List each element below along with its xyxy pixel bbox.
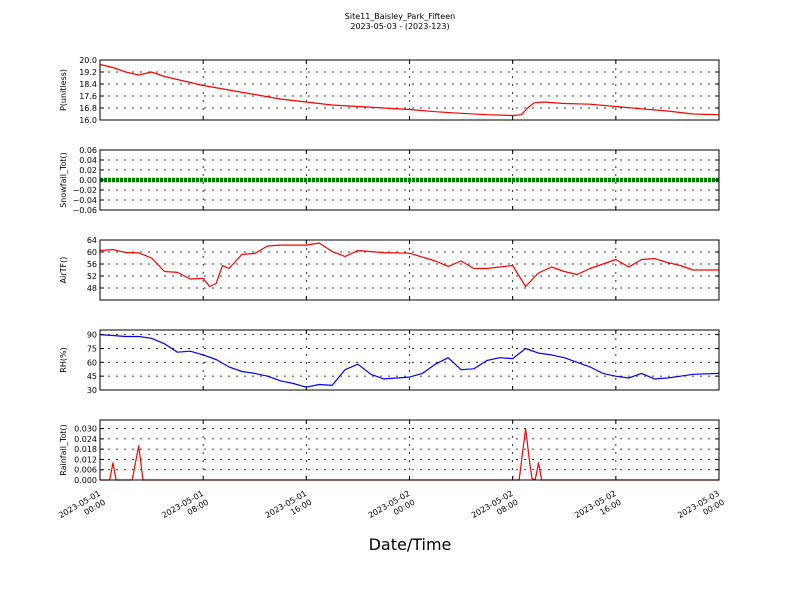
y-tick-label: 45 <box>87 372 97 381</box>
x-tick-label: 2023-05-0116:00 <box>264 489 314 529</box>
y-axis-label: AirTF() <box>59 257 68 284</box>
panel-rh: 30 45 60 75 90 RH(%) <box>59 329 720 395</box>
y-axis-label: Snowfall_Tot() <box>59 152 68 208</box>
y-axis-label: P(unitless) <box>59 69 68 111</box>
x-tick-label: 2023-05-0200:00 <box>367 489 417 529</box>
series-air <box>99 242 719 288</box>
panel-snow: −0.06−0.04−0.020.000.020.040.06 Snowfall_… <box>59 146 720 215</box>
y-axis-label: RH(%) <box>59 347 68 372</box>
y-tick-label: 0.030 <box>74 425 97 434</box>
y-tick-label: 19.2 <box>79 68 97 77</box>
y-axis-label: Rainfall_Tot() <box>59 424 68 476</box>
y-tick-label: 16.0 <box>79 116 97 125</box>
y-tick-label: 18.4 <box>79 80 97 89</box>
y-tick-label: 0.012 <box>74 455 97 464</box>
x-tick-labels: 2023-05-0100:00 2023-05-0108:00 2023-05-01… <box>57 489 726 529</box>
y-tick-label: 60 <box>87 358 97 367</box>
y-tick-label: 0.04 <box>79 156 97 165</box>
y-tick-label: −0.06 <box>72 206 97 215</box>
y-tick-label: 0.006 <box>74 466 97 475</box>
y-tick-label: 17.6 <box>79 92 97 101</box>
y-tick-label: 0.018 <box>74 445 97 454</box>
x-tick-label: 2023-05-0300:00 <box>676 489 726 529</box>
series-rh <box>99 334 720 388</box>
series-p <box>99 63 720 117</box>
y-tick-label: −0.04 <box>72 196 97 205</box>
chart-title: Site11_Baisley_Park_Fifteen <box>345 12 455 21</box>
y-tick-label: 0.02 <box>79 166 97 175</box>
y-tick-label: 90 <box>87 331 97 340</box>
y-tick-label: 0.06 <box>79 146 97 155</box>
y-tick-label: 0.024 <box>74 435 97 444</box>
y-tick-label: −0.02 <box>72 186 97 195</box>
y-tick-label: 0.000 <box>74 476 97 485</box>
y-tick-label: 56 <box>87 260 97 269</box>
panels-layer: 16.0 16.8 17.6 18.4 19.2 20.0 P(unitless) −0.06… <box>59 56 720 485</box>
x-tick-label: 2023-05-0100:00 <box>57 489 107 529</box>
y-tick-label: 30 <box>87 386 97 395</box>
x-tick-label: 2023-05-0216:00 <box>573 489 623 529</box>
x-tick-label: 2023-05-0208:00 <box>470 489 520 529</box>
y-tick-label: 52 <box>87 272 97 281</box>
y-tick-label: 60 <box>87 248 97 257</box>
y-tick-label: 16.8 <box>79 104 97 113</box>
x-axis-label: Date/Time <box>369 535 452 554</box>
y-tick-label: 75 <box>87 344 97 353</box>
y-tick-label: 0.00 <box>79 176 97 185</box>
x-tick-label: 2023-05-0108:00 <box>160 489 210 529</box>
y-tick-label: 64 <box>87 236 97 245</box>
chart-subtitle: 2023-05-03 - (2023-123) <box>350 22 449 31</box>
y-tick-label: 48 <box>87 284 97 293</box>
y-tick-label: 20.0 <box>79 56 97 65</box>
panel-p: 16.0 16.8 17.6 18.4 19.2 20.0 P(unitless) <box>59 56 720 125</box>
panel-air: 48 52 56 60 64 AirTF() <box>59 236 720 301</box>
